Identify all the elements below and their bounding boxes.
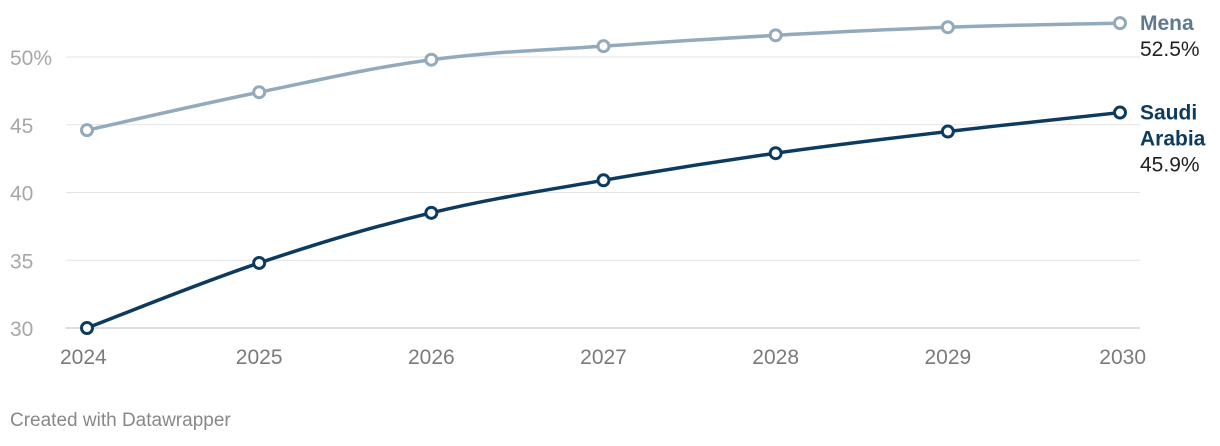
- data-point-saudi-arabia-2028: [768, 146, 783, 161]
- x-tick-label: 2030: [1099, 346, 1146, 369]
- x-axis: 2024 2025 2026 2027 2028 2029 2030: [60, 346, 1146, 369]
- series-line-saudi-arabia: [85, 110, 1122, 330]
- data-point-saudi-arabia-2030: [1113, 105, 1127, 120]
- x-tick-label: 2027: [580, 346, 627, 369]
- series-value-label-saudi-arabia: 45.9%: [1140, 154, 1200, 177]
- series-name-label-mena: Mena: [1140, 12, 1194, 35]
- x-tick-label: 2029: [924, 346, 971, 369]
- series-end-labels: Mena 52.5% Saudi Arabia 45.9%: [1140, 12, 1206, 176]
- data-point-mena-2026: [424, 52, 439, 67]
- data-point-mena-2027: [596, 39, 611, 54]
- x-tick-label: 2026: [408, 346, 455, 369]
- series-points: [80, 16, 1127, 335]
- data-point-mena-2024: [80, 123, 94, 138]
- data-point-mena-2030: [1113, 16, 1127, 31]
- data-point-saudi-arabia-2029: [940, 124, 955, 139]
- y-tick-label: 50%: [10, 47, 52, 70]
- series-name-label-saudi-arabia: Saudi: [1140, 102, 1197, 125]
- gridlines: [66, 56, 1140, 329]
- data-point-mena-2025: [252, 85, 267, 100]
- y-axis: 30 35 40 45 50%: [10, 47, 52, 341]
- y-tick-label: 40: [10, 183, 33, 206]
- data-point-saudi-arabia-2024: [80, 321, 94, 335]
- x-tick-label: 2025: [236, 346, 283, 369]
- data-point-saudi-arabia-2027: [596, 173, 611, 188]
- data-point-saudi-arabia-2026: [424, 205, 439, 220]
- credit-text: Created with Datawrapper: [10, 410, 231, 431]
- data-point-mena-2029: [940, 20, 955, 35]
- series-value-label-mena: 52.5%: [1140, 38, 1200, 61]
- series-name-label-saudi-arabia: Arabia: [1140, 128, 1206, 151]
- data-point-mena-2028: [768, 28, 783, 43]
- x-tick-label: 2024: [60, 346, 107, 369]
- x-tick-label: 2028: [752, 346, 799, 369]
- y-tick-label: 35: [10, 250, 33, 273]
- y-tick-label: 30: [10, 318, 33, 341]
- data-point-saudi-arabia-2025: [252, 255, 267, 270]
- y-tick-label: 45: [10, 115, 33, 138]
